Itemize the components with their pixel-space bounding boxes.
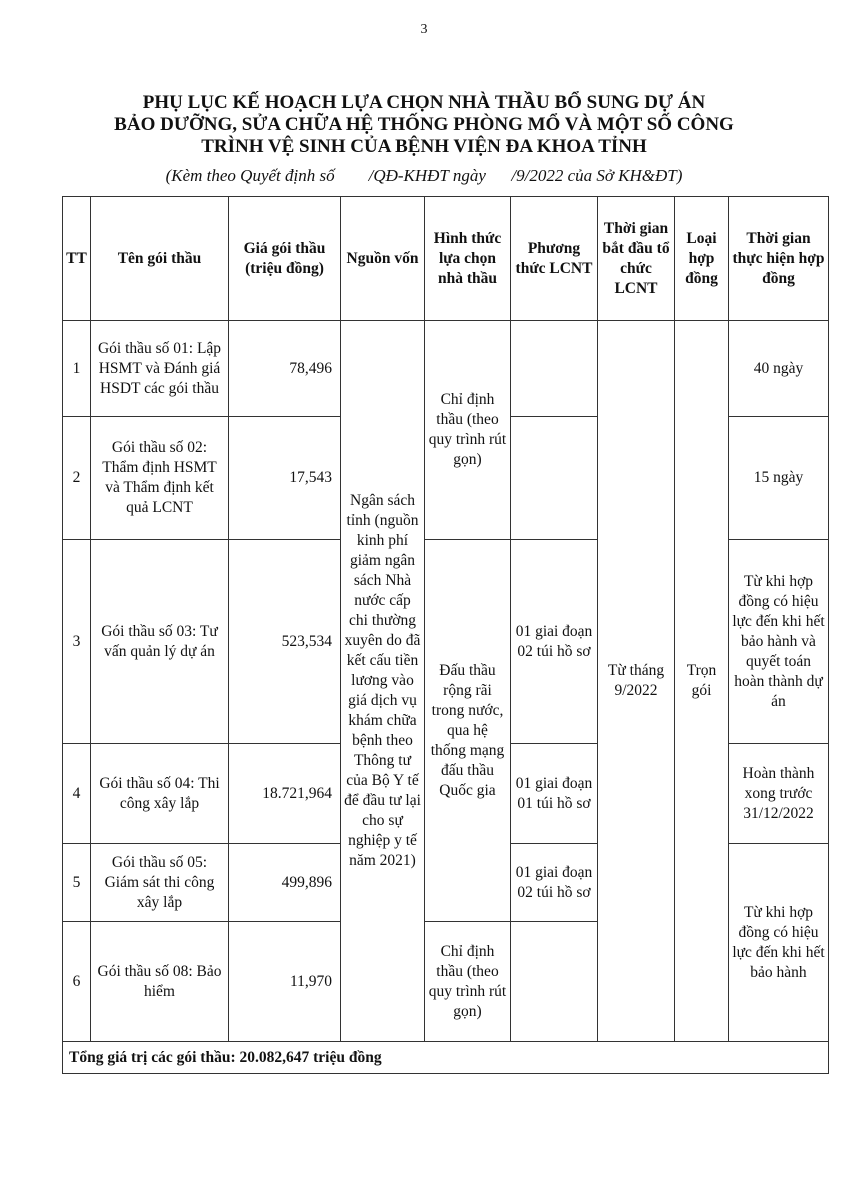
method-cell bbox=[510, 921, 598, 1042]
table-row: 2 Gói thầu số 02: Thẩm định HSMT và Thẩm… bbox=[62, 416, 829, 540]
duration-cell: Hoàn thành xong trước 31/12/2022 bbox=[728, 743, 829, 844]
price-cell: 499,896 bbox=[228, 843, 341, 922]
duration-cell: 15 ngày bbox=[728, 416, 829, 540]
header-cell: Loại hợp đồng bbox=[674, 196, 729, 321]
total-cell: Tổng giá trị các gói thầu: 20.082,647 tr… bbox=[62, 1041, 829, 1074]
start-time-cell: Từ tháng 9/2022 bbox=[597, 320, 675, 1042]
method-cell bbox=[510, 320, 598, 417]
funding-source-cell: Ngân sách tỉnh (nguồn kinh phí giảm ngân… bbox=[340, 320, 425, 1042]
header-cell: Giá gói thầu (triệu đồng) bbox=[228, 196, 341, 321]
total-row: Tổng giá trị các gói thầu: 20.082,647 tr… bbox=[62, 1041, 829, 1074]
table-row: 6 Gói thầu số 08: Bảo hiểm 11,970 Chỉ đị… bbox=[62, 921, 829, 1042]
header-cell: TT bbox=[62, 196, 91, 321]
price-cell: 78,496 bbox=[228, 320, 341, 417]
subtitle-text: (Kèm theo Quyết định số /QĐ-KHĐT ngày /9… bbox=[165, 166, 683, 185]
method-cell: 01 giai đoạn 02 túi hồ sơ bbox=[510, 539, 598, 744]
name-cell: Gói thầu số 03: Tư vấn quản lý dự án bbox=[90, 539, 229, 744]
price-cell: 18.721,964 bbox=[228, 743, 341, 844]
name-cell: Gói thầu số 02: Thẩm định HSMT và Thẩm đ… bbox=[90, 416, 229, 540]
tt-cell: 6 bbox=[62, 921, 91, 1042]
tt-cell: 5 bbox=[62, 843, 91, 922]
price-cell: 17,543 bbox=[228, 416, 341, 540]
price-cell: 11,970 bbox=[228, 921, 341, 1042]
header-cell: Thời gian thực hiện hợp đồng bbox=[728, 196, 829, 321]
page-number: 3 bbox=[420, 22, 428, 37]
header-cell: Phương thức LCNT bbox=[510, 196, 598, 321]
header-row: TT Tên gói thầu Giá gói thầu (triệu đồng… bbox=[62, 196, 829, 321]
title-line: PHỤ LỤC KẾ HOẠCH LỰA CHỌN NHÀ THẦU BỔ SU… bbox=[142, 92, 706, 113]
document-title: PHỤ LỤC KẾ HOẠCH LỰA CHỌN NHÀ THẦU BỔ SU… bbox=[0, 92, 848, 158]
selection-form-cell: Chỉ định thầu (theo quy trình rút gọn) bbox=[424, 921, 511, 1042]
title-line: BẢO DƯỠNG, SỬA CHỮA HỆ THỐNG PHÒNG MỔ VÀ… bbox=[114, 114, 734, 135]
header-cell: Hình thức lựa chọn nhà thầu bbox=[424, 196, 511, 321]
method-cell: 01 giai đoạn 01 túi hồ sơ bbox=[510, 743, 598, 844]
method-cell bbox=[510, 416, 598, 540]
subtitle: (Kèm theo Quyết định số /QĐ-KHĐT ngày /9… bbox=[0, 166, 848, 186]
selection-form-cell: Chỉ định thầu (theo quy trình rút gọn) bbox=[424, 320, 511, 540]
duration-cell: 40 ngày bbox=[728, 320, 829, 417]
selection-form-cell: Đấu thầu rộng rãi trong nước, qua hệ thố… bbox=[424, 539, 511, 922]
table-row: 3 Gói thầu số 03: Tư vấn quản lý dự án 5… bbox=[62, 539, 829, 922]
contract-type-cell: Trọn gói bbox=[674, 320, 729, 1042]
tt-cell: 3 bbox=[62, 539, 91, 744]
header-cell: Nguồn vốn bbox=[340, 196, 425, 321]
tt-cell: 1 bbox=[62, 320, 91, 417]
name-cell: Gói thầu số 01: Lập HSMT và Đánh giá HSD… bbox=[90, 320, 229, 417]
name-cell: Gói thầu số 08: Bảo hiểm bbox=[90, 921, 229, 1042]
tt-cell: 2 bbox=[62, 416, 91, 540]
table-row: 1 Gói thầu số 01: Lập HSMT và Đánh giá H… bbox=[62, 320, 829, 1042]
price-cell: 523,534 bbox=[228, 539, 341, 744]
duration-cell: Từ khi hợp đồng có hiệu lực đến khi hết … bbox=[728, 539, 829, 744]
method-cell: 01 giai đoạn 02 túi hồ sơ bbox=[510, 843, 598, 922]
procurement-plan-table: TT Tên gói thầu Giá gói thầu (triệu đồng… bbox=[62, 196, 829, 1074]
header-cell: Thời gian bắt đầu tổ chức LCNT bbox=[597, 196, 675, 321]
tt-cell: 4 bbox=[62, 743, 91, 844]
title-line: TRÌNH VỆ SINH CỦA BỆNH VIỆN ĐA KHOA TỈNH bbox=[201, 136, 647, 157]
header-cell: Tên gói thầu bbox=[90, 196, 229, 321]
duration-cell: Từ khi hợp đồng có hiệu lực đến khi hết … bbox=[728, 843, 829, 1042]
table-row: 5 Gói thầu số 05: Giám sát thi công xây … bbox=[62, 843, 829, 1042]
name-cell: Gói thầu số 05: Giám sát thi công xây lắ… bbox=[90, 843, 229, 922]
name-cell: Gói thầu số 04: Thi công xây lắp bbox=[90, 743, 229, 844]
